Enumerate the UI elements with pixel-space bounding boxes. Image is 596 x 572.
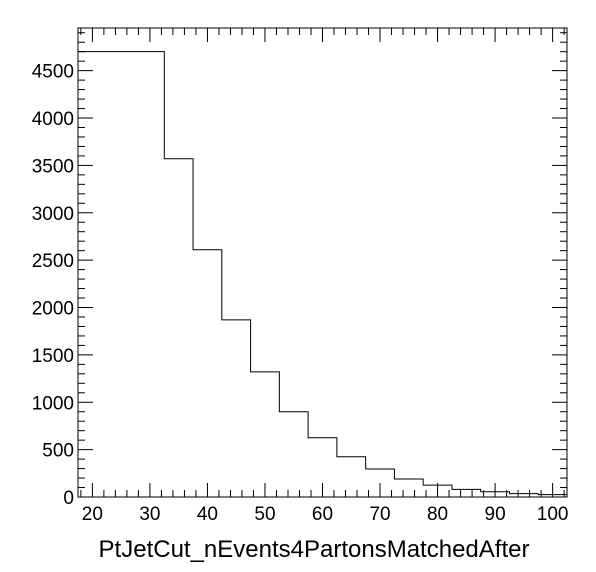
y-tick-labels: 0 500 1000 1500 2000 2500 3000 3500 4000 4500 (32, 62, 74, 509)
x-tick-labels: 20 30 40 50 60 70 80 90 100 (82, 504, 569, 525)
histogram-outline (77, 51, 568, 497)
y-tick-label: 2000 (32, 299, 74, 320)
y-tick-label: 4000 (32, 109, 74, 130)
x-tick-label: 20 (82, 504, 103, 525)
plot-frame (77, 27, 568, 498)
y-tick-label: 1500 (32, 346, 74, 367)
y-tick-label: 4500 (32, 62, 74, 83)
histogram-bin-9 (394, 479, 423, 497)
histogram-bin-2 (193, 250, 222, 497)
y-tick-label: 0 (63, 488, 74, 509)
histogram-bin-11 (452, 489, 481, 497)
histogram-bin-5 (279, 412, 308, 497)
y-tick-label: 3500 (32, 156, 74, 177)
y-tick-label: 3000 (32, 204, 74, 225)
x-tick-label: 50 (254, 504, 275, 525)
histogram-bin-1 (164, 159, 193, 497)
histogram-bin-4 (251, 372, 280, 497)
y-tick-label: 2500 (32, 251, 74, 272)
x-tick-label: 40 (197, 504, 218, 525)
x-tick-label: 70 (369, 504, 390, 525)
y-tick-label: 1000 (32, 393, 74, 414)
y-tick-label: 500 (42, 441, 74, 462)
x-tick-label: 90 (485, 504, 506, 525)
x-tick-label: 30 (139, 504, 160, 525)
x-tick-label: 80 (427, 504, 448, 525)
histogram-bin-7 (337, 457, 366, 497)
histogram-bins (78, 52, 567, 497)
histogram-bin-3 (222, 320, 251, 497)
x-tick-label: 100 (537, 504, 569, 525)
x-tick-label: 60 (312, 504, 333, 525)
x-axis-title: PtJetCut_nEvents4PartonsMatchedAfter (99, 536, 530, 563)
axis-ticks (78, 28, 567, 498)
